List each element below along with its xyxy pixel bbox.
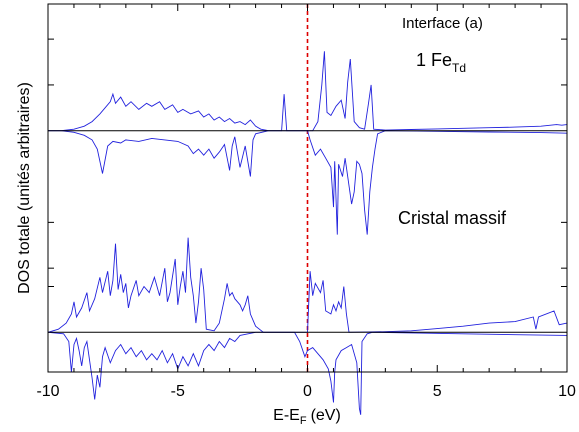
x-tick-label: -5 <box>171 383 185 400</box>
dos-curves <box>47 51 568 415</box>
x-axis-title-sub: F <box>300 415 307 427</box>
dos-curve-0-spin-up <box>48 51 568 132</box>
y-axis-ticks <box>48 38 567 287</box>
panel-top-sublabel-sub: Td <box>452 61 466 75</box>
panel-top-sublabel: 1 FeTd <box>416 50 466 75</box>
x-axis-title-unit: (eV) <box>311 407 341 424</box>
x-tick-label: 0 <box>303 383 312 400</box>
x-tick-label: -10 <box>36 383 59 400</box>
panel-bottom-label: Cristal massif <box>398 208 507 228</box>
x-tick-label: 5 <box>433 383 442 400</box>
x-tick-label: 10 <box>558 383 576 400</box>
dos-curve-1-spin-down <box>47 331 568 415</box>
panel-top-label: Interface (a) <box>402 15 483 32</box>
baselines <box>48 130 567 333</box>
y-axis-title: DOS totale (unités arbitraires) <box>16 82 33 294</box>
x-axis-ticks: -10 -5 0 5 10 <box>36 4 576 400</box>
dos-curve-0-spin-down <box>48 130 568 235</box>
x-axis-title-main: E-E <box>273 407 300 424</box>
panel-top-sublabel-main: 1 Fe <box>416 50 452 70</box>
dos-curve-1-spin-up <box>47 237 568 333</box>
x-axis-title: E-EF (eV) <box>273 407 341 427</box>
